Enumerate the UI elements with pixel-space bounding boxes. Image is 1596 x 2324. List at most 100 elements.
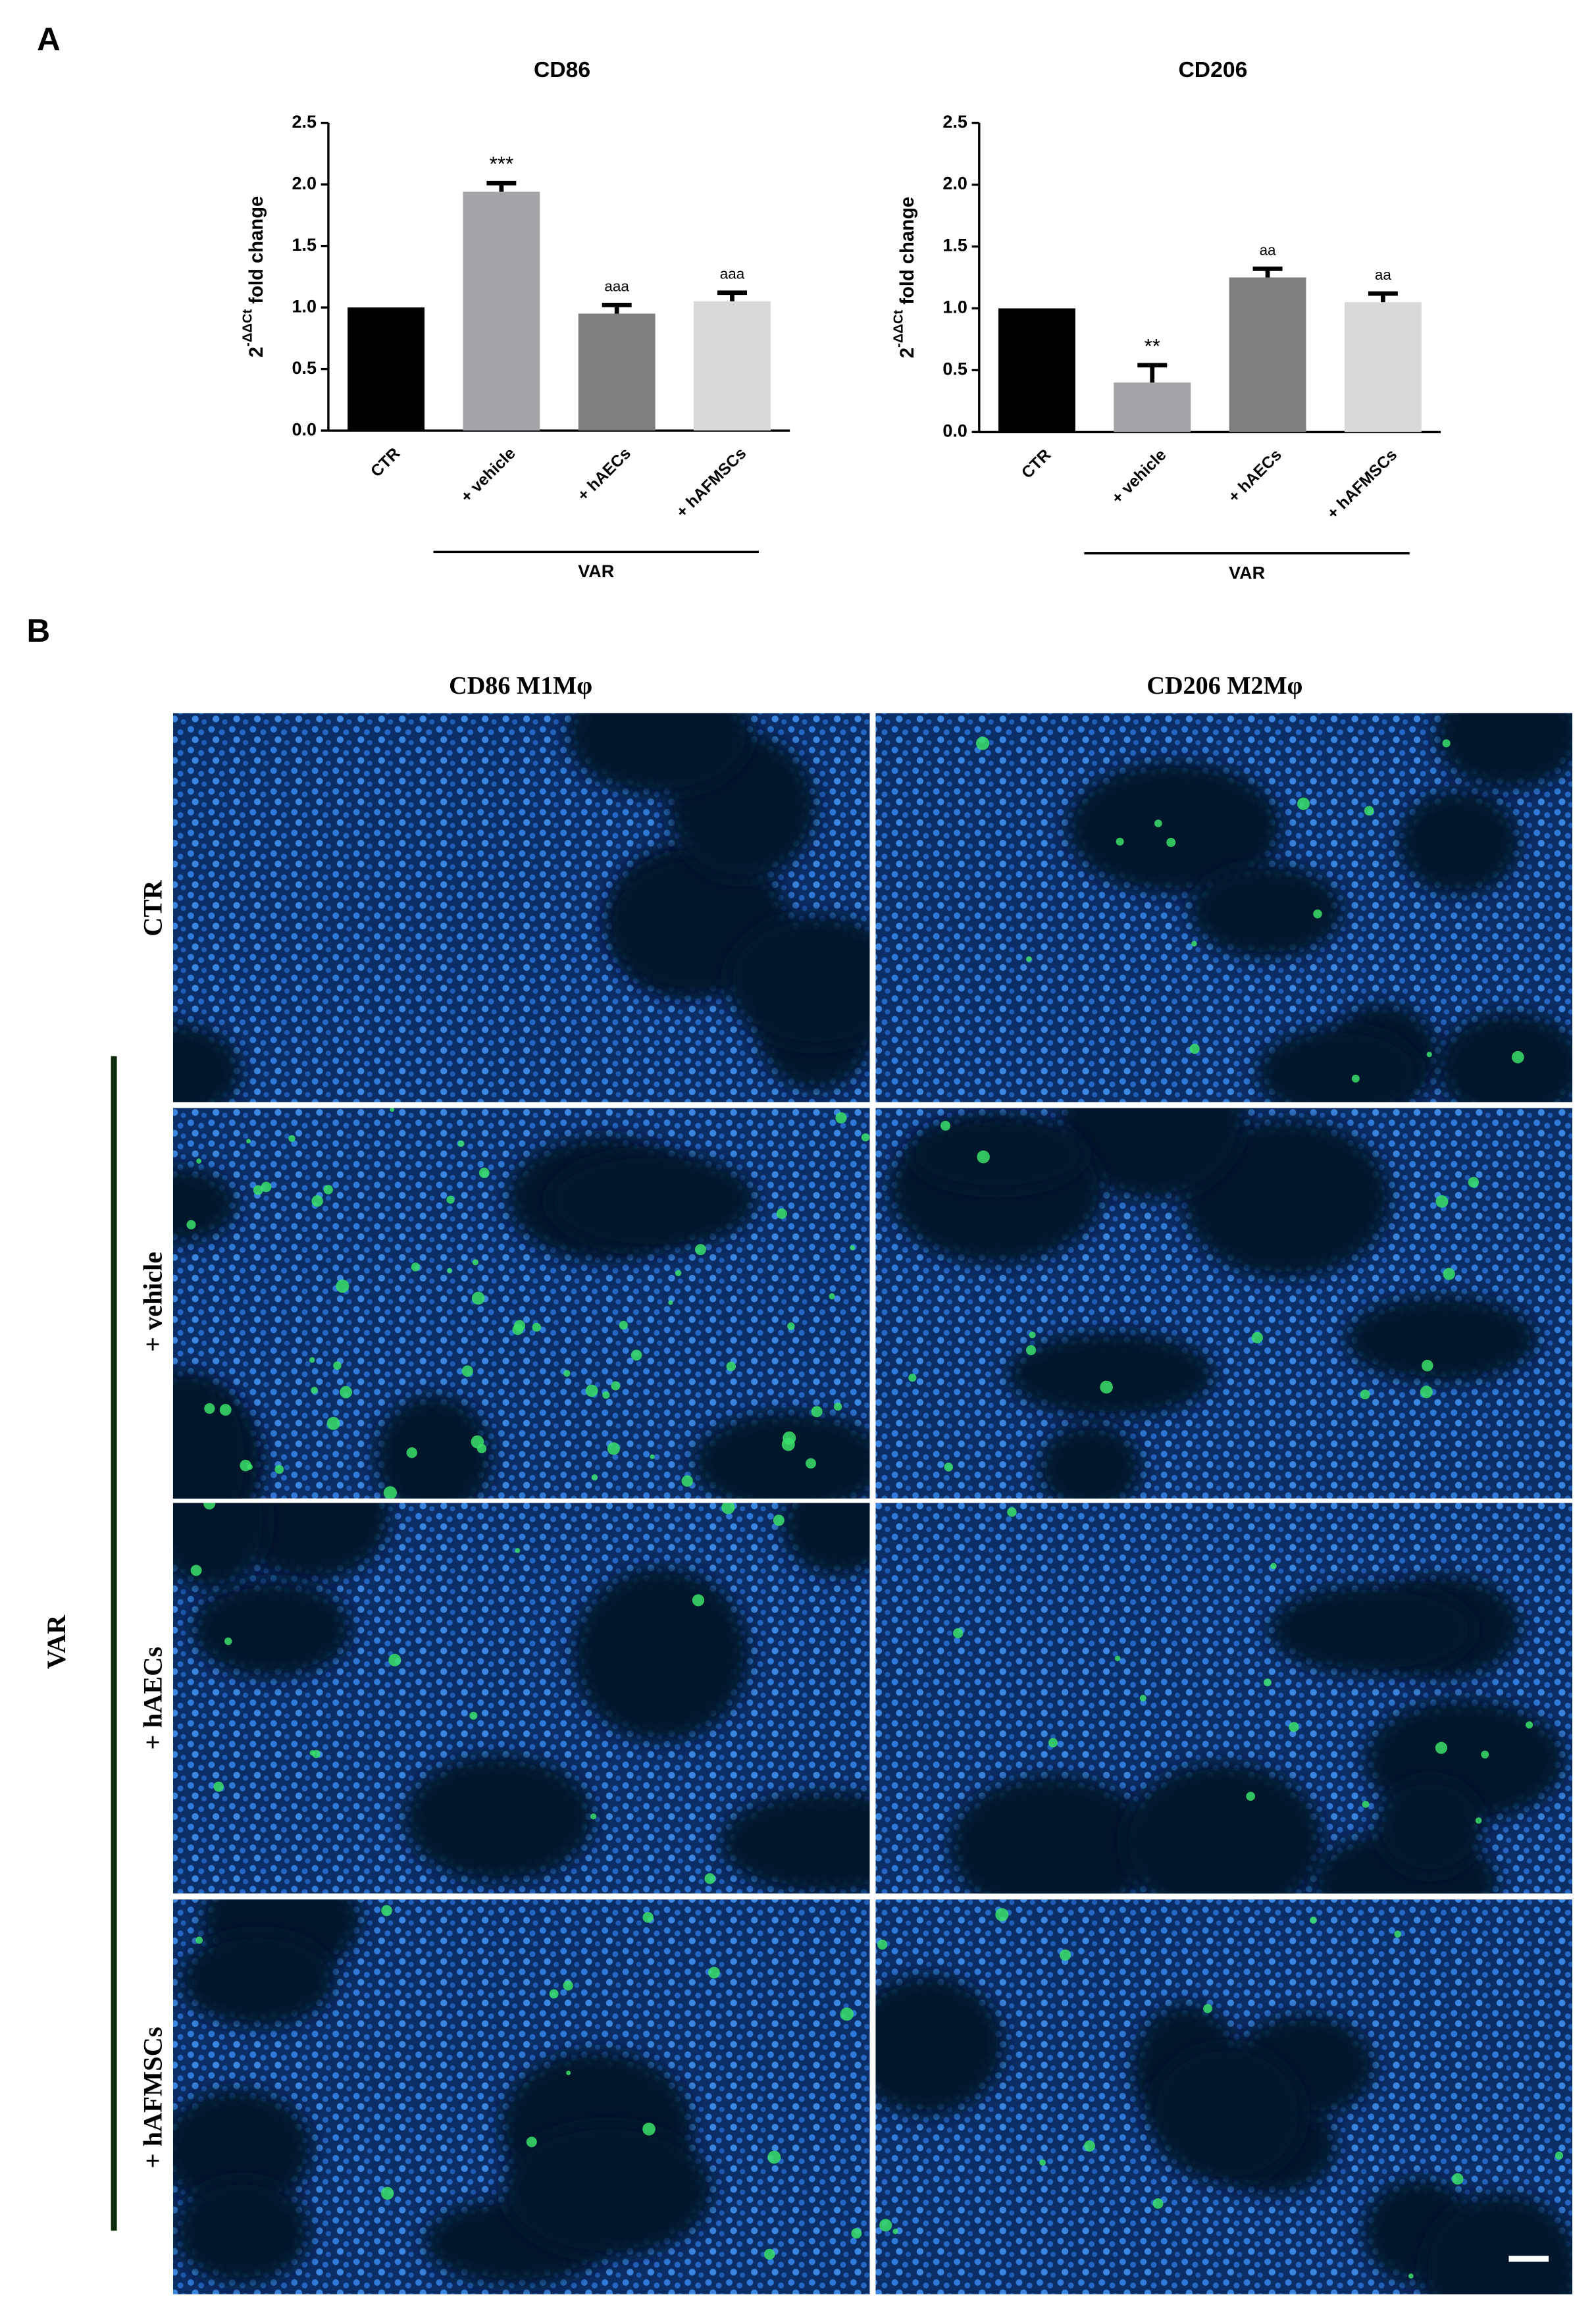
marker-cell <box>668 1300 673 1305</box>
lumen <box>726 914 870 1048</box>
marker-cell <box>940 1120 951 1131</box>
marker-cell <box>333 1361 342 1370</box>
lumen <box>875 1975 1004 2115</box>
marker-cell <box>469 1711 478 1720</box>
x-tick-label: + hAFMSCs <box>1324 446 1401 523</box>
marker-cell <box>607 1442 620 1455</box>
marker-cell <box>1468 1177 1480 1188</box>
lumen <box>692 1411 870 1499</box>
marker-cell <box>681 1475 693 1487</box>
marker-cell <box>476 1443 487 1454</box>
marker-cell <box>388 1653 401 1666</box>
marker-cell <box>1297 797 1310 810</box>
marker-cell <box>1313 909 1322 919</box>
marker-cell <box>611 1381 621 1391</box>
lumen <box>1345 1295 1538 1383</box>
lumen <box>180 1932 336 2027</box>
marker-cell <box>1452 2173 1464 2185</box>
marker-cell <box>892 2229 898 2234</box>
marker-cell <box>1246 1792 1256 1801</box>
marker-cell <box>1154 819 1162 827</box>
marker-cell <box>1116 837 1124 846</box>
marker-cell <box>1048 1738 1058 1747</box>
marker-cell <box>1475 1817 1482 1824</box>
marker-cell <box>326 1416 340 1430</box>
marker-cell <box>336 1279 349 1293</box>
marker-cell <box>1263 1678 1272 1687</box>
marker-cell <box>726 1361 736 1372</box>
y-label-rest: fold change <box>897 197 918 310</box>
group-label: VAR <box>41 1614 71 1669</box>
micrograph-content <box>172 713 870 1102</box>
bar <box>463 192 540 431</box>
marker-cell <box>224 1638 232 1645</box>
lumen <box>503 2123 713 2258</box>
x-tick-label: + hAECs <box>575 444 634 504</box>
marker-cell <box>783 1431 796 1445</box>
marker-cell <box>1060 1950 1071 1961</box>
lumen <box>1268 1584 1475 1675</box>
micrograph <box>875 1108 1573 1499</box>
lumen <box>1398 790 1520 895</box>
micrograph <box>172 1899 870 2294</box>
marker-cell <box>471 1291 485 1305</box>
marker-cell <box>446 1195 455 1204</box>
marker-cell <box>1442 739 1451 748</box>
marker-cell <box>787 1322 795 1330</box>
marker-cell <box>1351 1074 1360 1083</box>
micrograph-grid <box>172 713 1573 2294</box>
lumen <box>908 1116 1087 1192</box>
x-tick-label: + vehicle <box>457 444 519 505</box>
marker-cell <box>1203 2003 1212 2013</box>
marker-cell <box>195 1936 203 1944</box>
lumen <box>1435 713 1573 790</box>
marker-cell <box>829 1293 835 1300</box>
marker-cell <box>721 1503 735 1514</box>
marker-cell <box>309 1357 315 1363</box>
micrograph-content <box>172 1899 870 2294</box>
micrograph <box>172 1503 870 1894</box>
marker-cell <box>1166 838 1176 847</box>
marker-cell <box>590 1813 597 1820</box>
y-tick-label: 1.0 <box>292 296 316 316</box>
error-bar <box>717 290 747 301</box>
micrograph-content <box>875 1503 1573 1894</box>
x-tick-label: + hAECs <box>1225 446 1285 506</box>
row-label: + hAECs <box>138 1647 167 1750</box>
micrograph <box>875 713 1573 1102</box>
lumen <box>404 1755 594 1882</box>
lumen <box>172 2089 313 2211</box>
annotation: ** <box>1145 334 1160 357</box>
lumen <box>172 1023 242 1102</box>
marker-cell <box>840 2007 854 2021</box>
marker-cell <box>288 1135 296 1143</box>
marker-cell <box>953 1628 964 1639</box>
marker-cell <box>850 1245 856 1251</box>
marker-cell <box>1420 1385 1433 1399</box>
marker-cell <box>975 736 990 750</box>
marker-cell <box>246 1139 251 1144</box>
micrograph <box>172 713 870 1102</box>
lumen <box>548 1152 756 1251</box>
y-tick-label: 2.5 <box>942 112 967 132</box>
y-label-base: 2 <box>246 347 267 357</box>
marker-cell <box>1039 2159 1046 2166</box>
marker-cell <box>213 1781 224 1792</box>
y-axis-label: 2-ΔΔCt fold change <box>892 197 918 358</box>
y-label-base: 2 <box>897 348 918 358</box>
x-tick-label: + hAFMSCs <box>673 444 750 521</box>
x-tick-label: CTR <box>367 444 403 480</box>
chart-title: CD86 <box>534 57 590 82</box>
y-tick-label: 0.5 <box>292 358 316 378</box>
group-label: VAR <box>578 561 614 581</box>
marker-cell <box>1310 1917 1317 1924</box>
y-tick-label: 2.0 <box>942 174 967 194</box>
lumen <box>573 1567 750 1742</box>
lumen <box>374 1395 493 1499</box>
micrograph-content <box>875 1108 1573 1499</box>
marker-cell <box>406 1447 417 1459</box>
error-bar <box>1252 267 1283 278</box>
marker-cell <box>642 1912 654 1923</box>
marker-cell <box>447 1268 452 1274</box>
